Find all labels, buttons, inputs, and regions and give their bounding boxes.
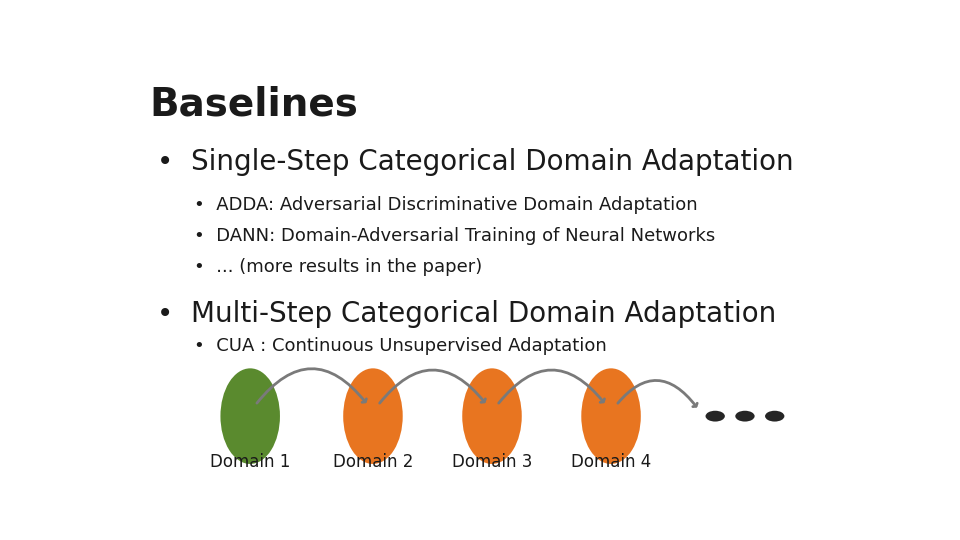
- Text: •  CUA : Continuous Unsupervised Adaptation: • CUA : Continuous Unsupervised Adaptati…: [194, 337, 607, 355]
- Text: •  Multi-Step Categorical Domain Adaptation: • Multi-Step Categorical Domain Adaptati…: [157, 300, 777, 328]
- Text: Domain 4: Domain 4: [571, 453, 651, 471]
- Circle shape: [706, 411, 725, 422]
- Circle shape: [765, 411, 784, 422]
- Text: Domain 3: Domain 3: [452, 453, 532, 471]
- Ellipse shape: [463, 368, 522, 464]
- Text: •  ADDA: Adversarial Discriminative Domain Adaptation: • ADDA: Adversarial Discriminative Domai…: [194, 196, 698, 214]
- Circle shape: [735, 411, 755, 422]
- Ellipse shape: [581, 368, 641, 464]
- Text: Domain 1: Domain 1: [210, 453, 290, 471]
- Text: Domain 2: Domain 2: [333, 453, 413, 471]
- Text: •  DANN: Domain-Adversarial Training of Neural Networks: • DANN: Domain-Adversarial Training of N…: [194, 227, 715, 245]
- Text: •  ... (more results in the paper): • ... (more results in the paper): [194, 258, 483, 276]
- Text: •  Single-Step Categorical Domain Adaptation: • Single-Step Categorical Domain Adaptat…: [157, 148, 794, 176]
- Ellipse shape: [221, 368, 280, 464]
- Text: Baselines: Baselines: [150, 85, 359, 124]
- Ellipse shape: [344, 368, 403, 464]
